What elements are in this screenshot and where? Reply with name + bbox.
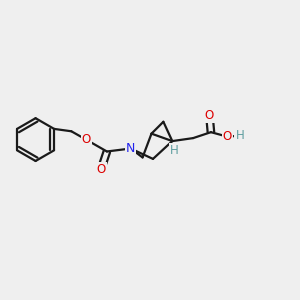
Text: H: H (236, 129, 244, 142)
Text: O: O (82, 133, 91, 146)
Text: O: O (96, 163, 106, 176)
Text: O: O (223, 130, 232, 143)
Text: N: N (126, 142, 135, 155)
Text: O: O (205, 109, 214, 122)
Text: H: H (170, 144, 179, 157)
